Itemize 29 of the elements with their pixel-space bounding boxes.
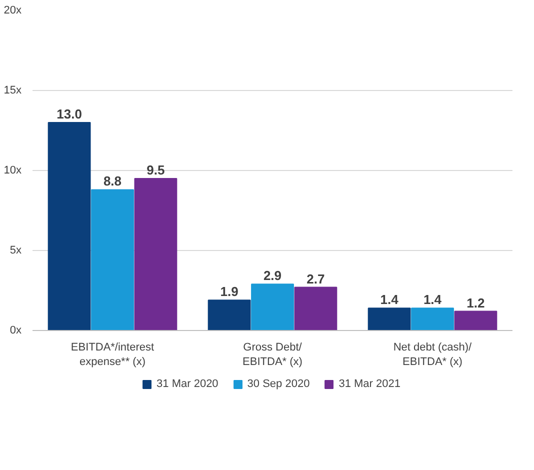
bar: [208, 300, 251, 330]
y-tick-label: 20x: [4, 4, 22, 16]
bar: [134, 178, 178, 330]
data-label: 1.4: [380, 292, 400, 308]
y-tick-label: 10x: [4, 164, 22, 176]
x-tick-label: Net debt (cash)/ EBITDA* (x): [393, 342, 473, 368]
data-label: 1.4: [423, 292, 442, 308]
data-label: 1.9: [220, 284, 238, 300]
data-label: 1.2: [466, 295, 485, 310]
x-tick-label: EBITDA*/interest expense** (x): [70, 342, 154, 368]
bar: [294, 286, 338, 330]
legend-label: 31 Mar 2021: [338, 378, 400, 390]
bar: [454, 310, 498, 330]
data-label: 8.8: [103, 174, 122, 189]
y-tick-label: 5x: [10, 244, 22, 256]
data-label: 2.7: [306, 271, 325, 286]
data-label: 9.5: [146, 162, 165, 178]
y-tick-label: 15x: [4, 84, 22, 96]
legend-label: 30 Sep 2020: [247, 378, 310, 390]
bar: [368, 308, 411, 330]
bar: [411, 308, 454, 330]
legend-label: 31 Mar 2020: [156, 378, 218, 390]
bar: [251, 284, 294, 330]
x-tick-label: Gross Debt/ EBITDA* (x): [242, 342, 303, 368]
bar: [48, 122, 91, 330]
y-tick-label: 0x: [10, 324, 22, 336]
data-label: 13.0: [56, 106, 82, 122]
bar: [91, 189, 134, 330]
data-label: 2.9: [263, 268, 282, 284]
